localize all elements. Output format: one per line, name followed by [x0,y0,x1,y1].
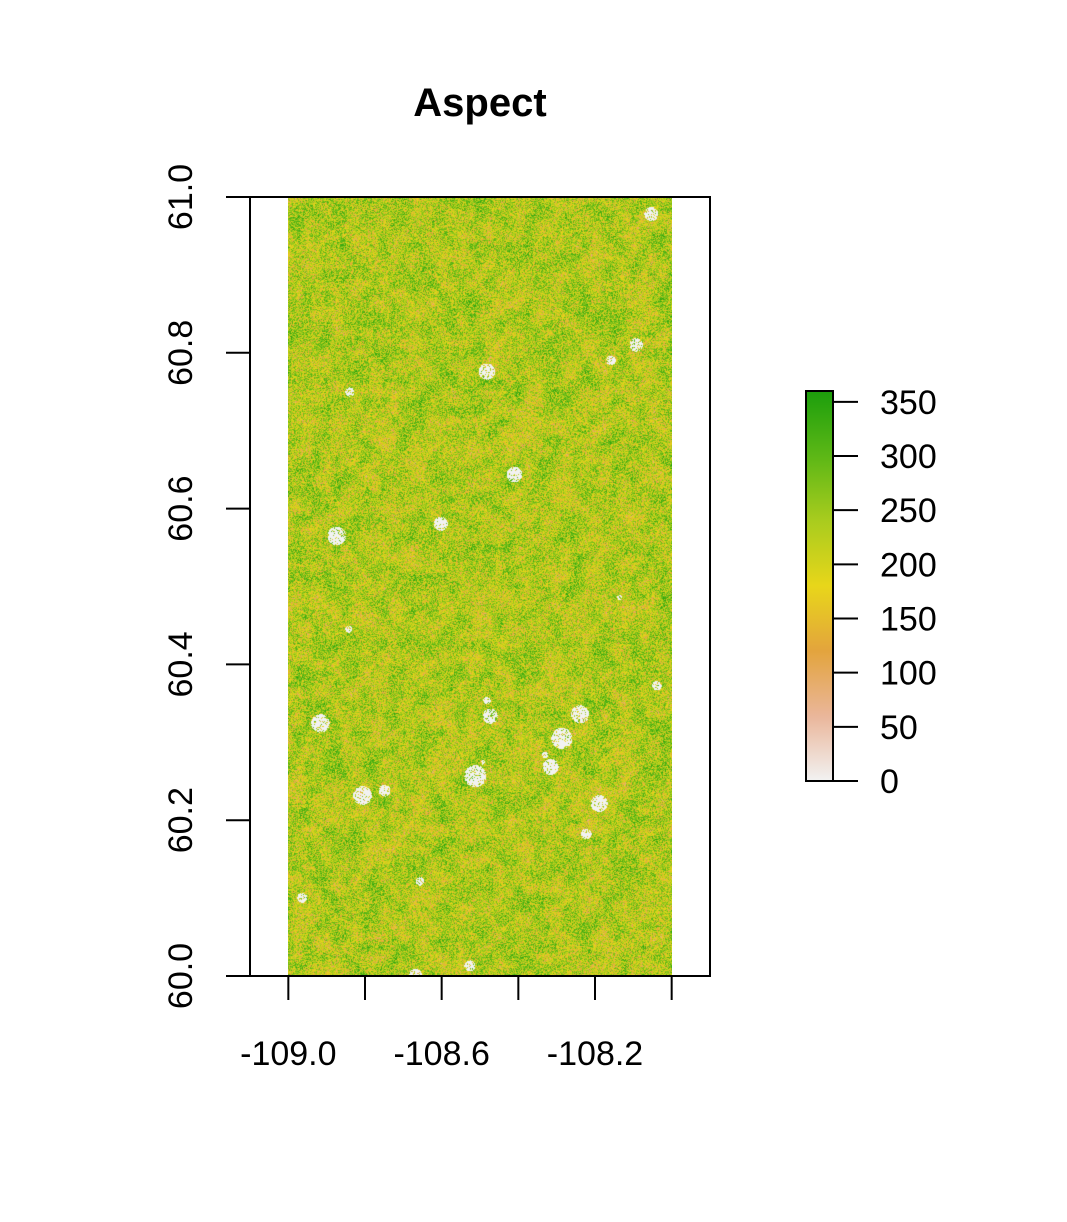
legend-tick-label: 300 [880,438,937,476]
aspect-raster [288,197,672,976]
x-axis: -109.0 -108.6 -108.2 [240,975,673,1073]
raster-layer [288,197,672,976]
x-tick-label: -108.6 [393,1035,489,1073]
y-axis: 60.0 60.2 60.4 60.6 60.8 61.0 [162,164,251,1009]
y-tick-label: 60.2 [162,787,200,853]
x-tick-label: -108.2 [547,1035,643,1073]
legend-tick-label: 150 [880,601,937,639]
color-legend: 0 50 100 150 200 250 300 350 [805,384,937,801]
legend-tick-label: 0 [880,763,899,801]
x-tick-label: -109.0 [240,1035,336,1073]
legend-tick-label: 250 [880,492,937,530]
legend-tick-label: 100 [880,655,937,693]
y-tick-label: 60.8 [162,320,200,386]
legend-colorbar [805,390,834,782]
y-tick-label: 60.6 [162,476,200,542]
y-tick-label: 61.0 [162,164,200,230]
chart-title: Aspect [413,81,546,125]
y-tick-label: 60.0 [162,943,200,1009]
legend-tick-label: 200 [880,546,937,584]
legend-tick-label: 50 [880,709,918,747]
legend-tick-label: 350 [880,384,937,422]
y-tick-label: 60.4 [162,631,200,697]
